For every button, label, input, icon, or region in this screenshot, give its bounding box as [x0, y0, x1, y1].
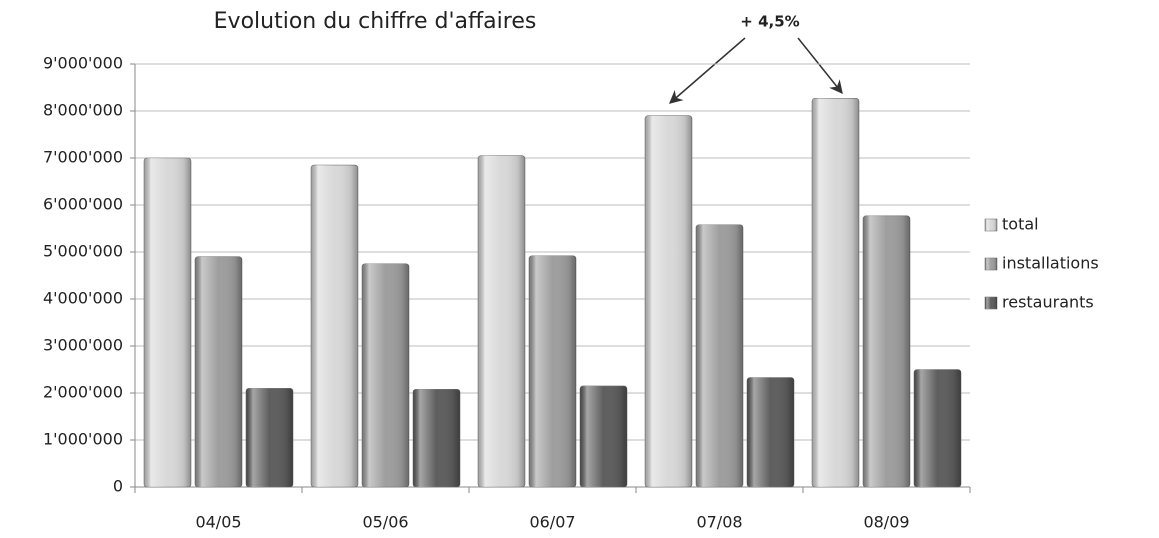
x-tick-label: 04/05 [195, 513, 241, 532]
bar [644, 115, 693, 488]
legend-swatch-shading [985, 219, 997, 231]
bar [862, 215, 911, 488]
annotation-arrow [797, 37, 843, 95]
legend-label: total [1002, 215, 1039, 234]
bar [245, 387, 294, 488]
chart-title: Evolution du chiffre d'affaires [214, 9, 537, 34]
bar [528, 255, 577, 488]
y-tick-label: 1'000'000 [43, 430, 123, 449]
legend-swatch-shading [985, 258, 997, 270]
x-tick-label: 06/07 [529, 513, 575, 532]
legend-label: restaurants [1002, 293, 1094, 312]
legend-label: installations [1002, 254, 1099, 273]
y-tick-label: 3'000'000 [43, 336, 123, 355]
y-tick-label: 7'000'000 [43, 148, 123, 167]
bar [143, 157, 192, 488]
legend-swatch-shading [985, 297, 997, 309]
y-tick-label: 9'000'000 [43, 54, 123, 73]
x-tick-label: 07/08 [696, 513, 742, 532]
y-tick-label: 0 [113, 477, 123, 496]
y-tick-label: 5'000'000 [43, 242, 123, 261]
bar [913, 369, 962, 488]
bar [746, 377, 795, 488]
bar [811, 98, 860, 488]
y-tick-label: 6'000'000 [43, 195, 123, 214]
bar [310, 164, 359, 488]
bar [477, 155, 526, 488]
y-tick-label: 4'000'000 [43, 289, 123, 308]
x-tick-label: 05/06 [362, 513, 408, 532]
annotation-arrow [668, 37, 746, 104]
bar [361, 263, 410, 488]
bar [194, 256, 243, 488]
y-tick-label: 8'000'000 [43, 101, 123, 120]
annotation: + 4,5% [740, 13, 799, 31]
x-tick-label: 08/09 [863, 513, 909, 532]
y-tick-label: 2'000'000 [43, 383, 123, 402]
bar [695, 224, 744, 488]
bar [412, 388, 461, 488]
bar [579, 385, 628, 488]
